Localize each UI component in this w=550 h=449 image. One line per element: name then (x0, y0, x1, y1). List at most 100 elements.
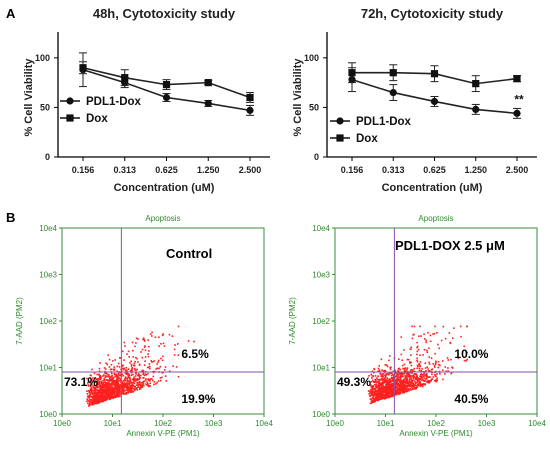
event-dot (377, 399, 379, 402)
event-dot (122, 374, 125, 377)
event-dot (379, 398, 381, 400)
y-axis-label: % Cell Viability (292, 58, 304, 137)
event-dot (150, 359, 153, 362)
event-dot (142, 369, 145, 372)
event-dot (377, 385, 379, 387)
event-dot (426, 380, 429, 382)
event-dot (86, 377, 88, 380)
event-dot (435, 361, 437, 364)
event-dot (109, 377, 111, 380)
event-dot (402, 380, 404, 383)
x-tick-label: 2.500 (506, 165, 529, 175)
event-dot (112, 397, 115, 399)
data-point (121, 74, 129, 82)
event-dot (379, 387, 381, 390)
event-dot (410, 364, 413, 367)
quadrant-lower-right: 40.5% (454, 392, 488, 406)
event-dot (111, 389, 114, 392)
event-dot (400, 376, 403, 378)
event-dot (410, 378, 412, 380)
event-dot (129, 369, 132, 372)
event-dot (374, 394, 377, 396)
event-dot (422, 354, 424, 356)
event-dot (111, 378, 113, 381)
event-dot (115, 384, 117, 387)
event-dot (131, 387, 133, 389)
event-dot (90, 399, 93, 401)
event-dot (144, 373, 147, 375)
event-dot (102, 389, 105, 391)
event-dot (172, 365, 174, 367)
event-dot (425, 381, 428, 383)
event-dot (107, 382, 110, 384)
event-dot (117, 372, 120, 375)
event-dot (130, 363, 133, 366)
event-dot (107, 390, 110, 393)
event-dot (106, 382, 108, 384)
event-dot (421, 384, 424, 386)
event-dot (148, 345, 150, 348)
event-dot (135, 337, 138, 340)
event-dot (400, 372, 402, 375)
event-dot (370, 391, 373, 393)
event-dot (409, 376, 411, 378)
event-dot (399, 379, 402, 381)
event-dot (125, 367, 128, 369)
event-dot (428, 376, 431, 378)
event-dot (130, 382, 132, 384)
event-dot (145, 378, 147, 380)
event-dot (410, 375, 412, 377)
event-dot (421, 385, 424, 387)
event-dot (136, 389, 139, 391)
event-dot (115, 387, 117, 390)
event-dot (440, 339, 443, 342)
event-dot (119, 387, 121, 390)
event-dot (372, 389, 374, 391)
event-dot (377, 381, 379, 383)
event-dot (136, 374, 139, 377)
event-dot (375, 389, 378, 392)
event-dot (426, 376, 428, 378)
event-dot (98, 375, 101, 378)
event-dot (390, 385, 392, 388)
event-dot (98, 388, 101, 391)
event-dot (374, 392, 377, 394)
event-dot (151, 331, 153, 334)
event-dot (117, 387, 119, 390)
event-dot (151, 361, 153, 363)
event-dot (94, 389, 97, 392)
event-dot (90, 385, 92, 388)
event-dot (395, 392, 398, 395)
event-dot (143, 374, 146, 376)
event-dot (409, 370, 412, 372)
event-dot (159, 377, 162, 379)
event-dot (426, 349, 428, 352)
event-dot (99, 399, 101, 401)
event-dot (434, 379, 437, 382)
event-dot (92, 377, 94, 379)
legend-label: Dox (86, 113, 108, 125)
event-dot (111, 382, 113, 384)
event-dot (405, 389, 407, 392)
event-dot (136, 368, 138, 371)
event-dot (119, 380, 121, 382)
event-dot (378, 395, 381, 397)
event-dot (90, 403, 92, 406)
event-dot (121, 350, 124, 353)
x-tick-label: 1.250 (197, 165, 220, 175)
event-dot (130, 390, 132, 392)
event-dot (103, 378, 105, 380)
event-dot (438, 347, 440, 350)
event-dot (173, 354, 176, 356)
event-dot (375, 393, 378, 396)
event-dot (106, 375, 108, 378)
event-dot (431, 373, 433, 376)
event-dot (381, 377, 383, 380)
event-dot (427, 331, 429, 334)
event-dot (416, 341, 418, 344)
event-dot (93, 398, 95, 401)
event-dot (87, 384, 89, 386)
event-dot (453, 327, 455, 329)
event-dot (110, 363, 113, 366)
